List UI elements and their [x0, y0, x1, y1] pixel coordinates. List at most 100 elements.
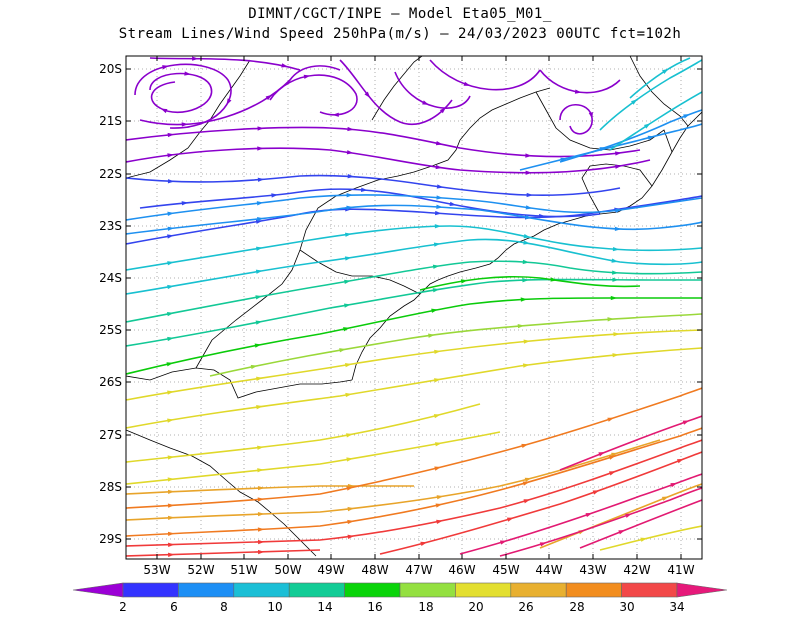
colorbar-label: 6 [170, 600, 178, 614]
streamline [126, 194, 702, 221]
streamline-arrow [428, 333, 435, 338]
streamline-arrow [630, 99, 638, 105]
streamline-arrow [250, 364, 258, 370]
colorbar-segment [122, 582, 179, 598]
streamline-arrow [344, 256, 352, 261]
streamline-arrow [346, 193, 354, 198]
state-border-5 [126, 59, 251, 179]
streamline-arrow [615, 208, 623, 213]
colorbar-right-triangle [676, 582, 728, 598]
streamline-arrow [167, 153, 175, 158]
streamline [126, 347, 702, 429]
streamline-arrow [612, 277, 619, 282]
streamline-arrow [609, 471, 616, 476]
streamline-arrow [607, 317, 615, 322]
streamline [269, 74, 358, 116]
streamline [126, 387, 702, 509]
streamline-arrow [614, 164, 622, 169]
streamline-arrow [167, 531, 175, 536]
streamline [559, 109, 702, 163]
state-border-2 [126, 429, 317, 557]
streamline-arrow [618, 529, 626, 535]
colorbar-segment [178, 582, 235, 598]
colorbar-segment [565, 582, 622, 598]
streamline-arrow [344, 303, 351, 308]
streamline-arrow [167, 418, 174, 423]
streamline-arrow [435, 141, 443, 146]
streamline-arrow [449, 201, 457, 207]
lat-label: 26S [99, 375, 122, 389]
streamline-arrow [523, 339, 531, 344]
streamline-arrow [608, 455, 616, 460]
streamline [394, 71, 471, 109]
streamline [599, 59, 702, 131]
streamline-arrow [181, 201, 189, 206]
streamline-arrow [612, 353, 620, 358]
streamline-arrow [614, 151, 622, 156]
lon-label: 53W [143, 563, 170, 577]
streamline-arrow [184, 71, 191, 76]
streamline [599, 525, 702, 551]
streamline-arrow [431, 308, 438, 313]
streamline [499, 487, 702, 557]
streamline-arrow [343, 327, 350, 332]
streamline-arrow [257, 468, 264, 473]
streamline-arrow [346, 486, 354, 491]
streamline-arrow [168, 552, 175, 557]
streamline-arrow [167, 132, 175, 138]
streamline-arrow [257, 445, 264, 450]
colorbar-label: 20 [468, 600, 483, 614]
streamline-arrow [160, 108, 168, 114]
lat-label: 20S [99, 62, 122, 76]
state-border-4 [299, 249, 421, 295]
streamline-arrow [625, 513, 632, 518]
lat-label: 22S [99, 167, 122, 181]
colorbar-label: 10 [267, 600, 282, 614]
streamline-arrow [255, 269, 263, 274]
streamline-arrow [347, 506, 355, 512]
streamline-arrow [435, 164, 443, 170]
streamline-arrow [432, 288, 440, 293]
coastline [351, 111, 702, 381]
streamline-arrow [422, 100, 429, 105]
streamline-arrow [676, 458, 684, 464]
streamline-arrow [257, 497, 265, 502]
streamline [126, 225, 702, 271]
streamline-arrow [463, 81, 471, 86]
streamline-arrow [346, 150, 354, 155]
streamline [629, 57, 691, 99]
streamline-arrow [167, 503, 175, 508]
streamline-arrow [522, 259, 530, 265]
streamline-arrow [255, 295, 263, 300]
streamline-arrow [588, 112, 593, 119]
lat-label: 21S [99, 114, 122, 128]
streamline-arrow [167, 390, 174, 395]
streamline-arrow [433, 242, 441, 247]
streamlines [126, 56, 702, 557]
grid-lines [126, 56, 702, 559]
streamline-arrow [524, 477, 532, 482]
streamline-arrow [347, 519, 354, 525]
streamline-arrow [256, 201, 264, 206]
colorbar-segment [399, 582, 456, 598]
streamline-arrow [647, 135, 655, 140]
streamline-arrow [168, 542, 175, 547]
streamline-arrow [522, 363, 530, 368]
lon-label: 48W [361, 563, 388, 577]
streamline-arrow [539, 542, 547, 547]
streamline [126, 238, 702, 295]
streamline-arrow [344, 279, 351, 284]
streamline-arrow [346, 457, 354, 462]
streamline-arrow [345, 392, 353, 398]
streamline-arrow [523, 499, 531, 504]
streamline-arrow [460, 279, 468, 284]
streamline-arrow [332, 112, 339, 117]
streamline-arrow [670, 482, 678, 488]
colorbar-left-triangle [72, 582, 124, 598]
streamline [126, 195, 702, 245]
colorbar-label: 18 [418, 600, 433, 614]
streamline-arrow [640, 537, 648, 542]
streamline-arrow [255, 320, 263, 325]
streamline [126, 431, 501, 485]
colorbar-label: 28 [569, 600, 584, 614]
